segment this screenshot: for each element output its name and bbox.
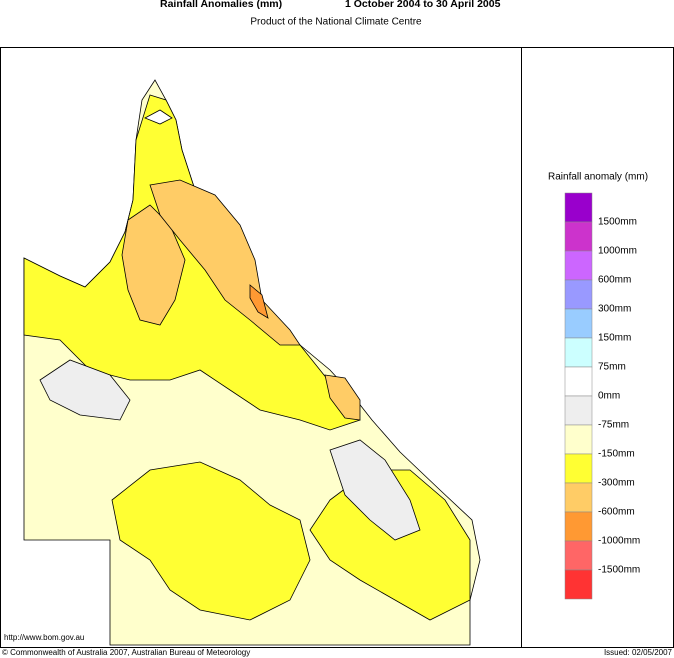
legend-label: 1000mm (598, 246, 637, 257)
legend-swatch (564, 511, 593, 542)
legend-swatch (564, 482, 593, 513)
legend-swatch (564, 395, 593, 426)
legend-label: 1500mm (598, 217, 637, 228)
legend-title: Rainfall anomaly (mm) (548, 172, 648, 183)
legend-label: 150mm (598, 333, 631, 344)
legend-swatch (564, 540, 593, 571)
legend-swatch (564, 424, 593, 455)
grey-east (329, 439, 421, 541)
legend-label: -75mm (598, 420, 629, 431)
legend-swatch (564, 250, 593, 281)
legend-label: 600mm (598, 275, 631, 286)
white-cape (144, 109, 173, 125)
copyright: © Commonwealth of Australia 2007, Austra… (2, 648, 250, 657)
issued: Issued: 02/05/2007 (604, 648, 673, 657)
title: Rainfall Anomalies (mm) (160, 0, 282, 10)
legend-label: 75mm (598, 362, 626, 373)
legend-swatch (564, 279, 593, 310)
legend-swatch (564, 337, 593, 368)
legend-swatch (564, 453, 593, 484)
legend-label: -1000mm (598, 536, 640, 547)
yellow-east (309, 469, 471, 621)
legend-swatch (564, 192, 593, 223)
legend-swatch (564, 221, 593, 252)
grey-west (39, 359, 131, 421)
orange-strong (249, 284, 269, 319)
legend-swatch (564, 569, 593, 600)
orange-coast (324, 374, 361, 421)
yellow-south (111, 461, 311, 621)
period: 1 October 2004 to 30 April 2005 (345, 0, 501, 10)
map (23, 79, 481, 646)
legend-label: -600mm (598, 507, 635, 518)
url: http://www.bom.gov.au (4, 633, 84, 642)
legend-swatch (564, 308, 593, 339)
legend-label: -150mm (598, 449, 635, 460)
subtitle: Product of the National Climate Centre (250, 17, 422, 28)
legend: 1500mm 1000mm 600mm 300mm 150mm 75mm 0mm -75mm -… (564, 192, 640, 600)
legend-label: -300mm (598, 478, 635, 489)
legend-label: 0mm (598, 391, 620, 402)
legend-label: -1500mm (598, 565, 640, 576)
legend-label: 300mm (598, 304, 631, 315)
legend-swatch (564, 366, 593, 397)
